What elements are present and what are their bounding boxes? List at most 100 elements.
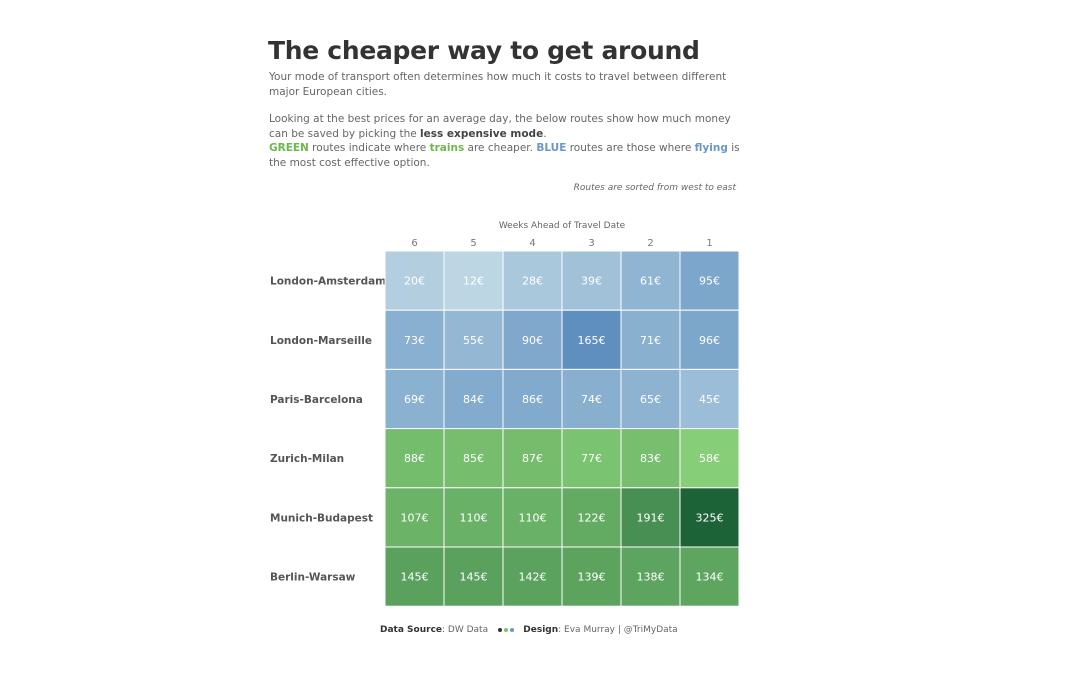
row-label: Paris-Barcelona (270, 394, 363, 406)
cell-value: 55€ (463, 334, 484, 347)
cell-value: 65€ (640, 393, 661, 406)
page-title: The cheaper way to get around (268, 36, 700, 65)
cell-value: 107€ (401, 511, 429, 524)
heatmap-cell (502, 428, 563, 489)
row-label: Berlin-Warsaw (270, 572, 356, 584)
cell-value: 90€ (522, 334, 543, 347)
cell-value: 74€ (581, 393, 602, 406)
column-label: 2 (647, 238, 653, 249)
cell-value: 325€ (696, 511, 724, 524)
cell-value: 69€ (404, 393, 425, 406)
dot-green (503, 627, 508, 632)
cell-value: 145€ (460, 571, 488, 584)
row-label: London-Amsterdam (270, 276, 386, 288)
heatmap-cell (620, 428, 681, 489)
source-value: : DW Data (442, 625, 489, 635)
cell-value: 73€ (404, 334, 425, 347)
cell-value: 95€ (699, 275, 720, 288)
cell-value: 145€ (401, 571, 429, 584)
heatmap-cell (561, 428, 622, 489)
column-label: 6 (411, 238, 417, 249)
cell-value: 20€ (404, 275, 425, 288)
heatmap-cell (502, 368, 563, 430)
heatmap-cell (502, 487, 563, 548)
heatmap-cell (384, 368, 445, 430)
cell-value: 191€ (637, 511, 665, 524)
green-label: GREEN (269, 142, 309, 154)
description-text: Looking at the best prices for an averag… (269, 112, 749, 142)
heatmap-cell (384, 546, 445, 607)
cell-value: 165€ (578, 334, 606, 347)
heatmap-cell (679, 250, 740, 311)
mid-text: are cheaper. (464, 142, 537, 154)
heatmap-cell (384, 250, 445, 311)
heatmap-cell (502, 546, 563, 607)
heatmap-cell (679, 309, 740, 370)
row-label: Munich-Budapest (270, 512, 373, 524)
heatmap-cell (443, 546, 504, 607)
cell-value: 77€ (581, 452, 602, 465)
cell-value: 139€ (578, 571, 606, 584)
cell-value: 88€ (404, 452, 425, 465)
cell-value: 58€ (699, 452, 720, 465)
source-label: Data Source (380, 625, 443, 635)
column-label: 1 (706, 238, 712, 249)
cell-value: 84€ (463, 393, 484, 406)
flying-label: flying (694, 142, 728, 154)
cell-value: 110€ (519, 511, 547, 524)
chart-title: Weeks Ahead of Travel Date (499, 221, 626, 231)
cell-value: 142€ (519, 571, 547, 584)
para2-suffix: . (543, 128, 547, 140)
trains-label: trains (429, 142, 465, 154)
cell-value: 85€ (463, 452, 484, 465)
blue-mid: routes are those where (566, 142, 695, 154)
column-label: 5 (470, 238, 476, 249)
green-mid: routes indicate where (308, 142, 430, 154)
dot-blue (509, 627, 514, 632)
row-label: Zurich-Milan (270, 453, 344, 465)
heatmap-cell (679, 368, 740, 430)
heatmap-cell (561, 546, 622, 607)
intro-text: Your mode of transport often determines … (269, 71, 727, 98)
cell-value: 71€ (640, 334, 661, 347)
footer: Data Source: DW Data Design: Eva Murray … (380, 625, 678, 635)
cell-value: 122€ (578, 511, 606, 524)
row-label: London-Marseille (270, 335, 372, 347)
heatmap-cell (384, 428, 445, 489)
heatmap-cell (679, 428, 740, 489)
cell-value: 87€ (522, 452, 543, 465)
column-label: 3 (588, 238, 594, 249)
heatmap-cell (384, 309, 445, 370)
cell-value: 12€ (463, 275, 484, 288)
heatmap-cell (620, 250, 681, 311)
legend-text: GREEN routes indicate where trains are c… (269, 141, 749, 171)
heatmap-cell (620, 546, 681, 607)
cell-value: 86€ (522, 393, 543, 406)
para2-prefix: Looking at the best prices for an averag… (269, 113, 731, 140)
cell-value: 39€ (581, 275, 602, 288)
sort-note: Routes are sorted from west to east (573, 183, 736, 193)
cell-value: 83€ (640, 452, 661, 465)
heatmap-cell (561, 250, 622, 311)
heatmap-cell (443, 428, 504, 489)
heatmap-cell (679, 487, 740, 548)
heatmap-cell (679, 546, 740, 607)
para3-suffix: is the most cost effective option. (269, 142, 740, 169)
dot-dark (497, 627, 502, 632)
cell-value: 96€ (699, 334, 720, 347)
cell-value: 28€ (522, 275, 543, 288)
heatmap-cell (620, 487, 681, 548)
cell-value: 110€ (460, 511, 488, 524)
column-label: 4 (529, 238, 535, 249)
cell-value: 61€ (640, 275, 661, 288)
design-value: : Eva Murray | @TriMyData (558, 625, 678, 635)
heatmap-cell (620, 368, 681, 430)
cell-value: 45€ (699, 393, 720, 406)
heatmap-cell (443, 368, 504, 430)
heatmap-cell (502, 309, 563, 370)
design-label: Design (523, 625, 559, 635)
cell-value: 134€ (696, 571, 724, 584)
heatmap-cell (443, 487, 504, 548)
blue-label: BLUE (536, 142, 567, 154)
